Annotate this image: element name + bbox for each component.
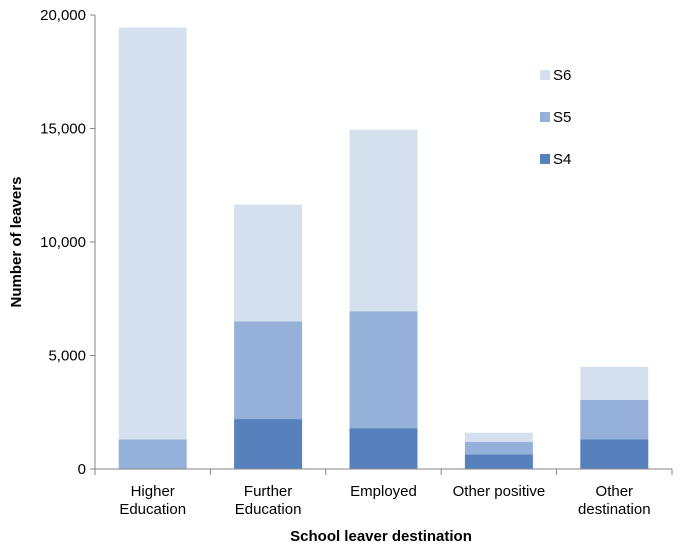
x-tick-label: Other positive	[453, 483, 546, 500]
bar-s4-3	[464, 454, 533, 469]
bar-s4-1	[234, 419, 303, 469]
axes-group: 0 5,000 10,000 15,000 20,000 Higher Education F…	[40, 7, 673, 518]
x-tick-label: Further Education	[235, 483, 302, 518]
y-tick-label: 5,000	[48, 348, 86, 365]
bar-s4-4	[580, 439, 649, 469]
y-tick-label: 20,000	[40, 7, 86, 24]
legend-label-s5: S5	[553, 109, 571, 126]
bar-s5-3	[464, 441, 533, 455]
bar-s5-0	[118, 439, 187, 469]
bar-s6-0	[118, 27, 187, 440]
legend: S6 S5 S4	[540, 67, 571, 168]
x-tick-label: Employed	[350, 483, 417, 500]
bar-s5-2	[349, 311, 418, 429]
legend-label-s6: S6	[553, 67, 571, 84]
legend-swatch-s4	[540, 154, 550, 164]
y-tick-label: 15,000	[40, 121, 86, 138]
bar-s6-2	[349, 129, 418, 312]
bar-s4-2	[349, 428, 418, 469]
x-axis-title: School leaver destination	[290, 528, 472, 545]
x-tick-label: Higher Education	[119, 483, 186, 518]
bar-s6-4	[580, 366, 649, 400]
bar-s6-1	[234, 204, 303, 322]
x-tick-label: Other destination	[578, 483, 651, 518]
bars-group	[118, 27, 649, 469]
legend-swatch-s6	[540, 70, 550, 80]
y-tick-label: 0	[78, 461, 86, 478]
y-axis-title: Number of leavers	[8, 177, 25, 308]
bar-s5-4	[580, 399, 649, 440]
legend-swatch-s5	[540, 112, 550, 122]
bar-s5-1	[234, 321, 303, 420]
bar-s6-3	[464, 432, 533, 442]
y-tick-label: 10,000	[40, 234, 86, 251]
legend-label-s4: S4	[553, 151, 571, 168]
